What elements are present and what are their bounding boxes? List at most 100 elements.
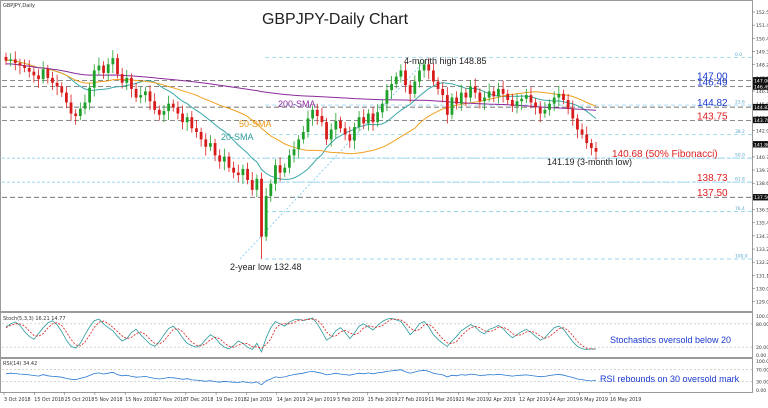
candle-body <box>260 178 263 237</box>
candle-body <box>357 117 361 128</box>
candle-body <box>487 91 491 98</box>
rsi-line <box>5 369 597 386</box>
candle-body <box>195 128 198 132</box>
candle-body <box>320 116 324 123</box>
candle-body <box>366 113 370 124</box>
candle-body <box>241 168 245 176</box>
candle-body <box>594 148 598 152</box>
price-tick-label: 142.920 <box>756 129 768 135</box>
candle-body <box>255 178 259 190</box>
candle-body <box>167 103 170 112</box>
candle-body <box>562 93 565 100</box>
candle-body <box>148 91 152 102</box>
candle-body <box>385 90 389 104</box>
fibonacci-trendline <box>239 57 429 260</box>
candle-body <box>339 120 342 129</box>
date-tick-label: 27 Feb 2019 <box>398 397 428 403</box>
level-label: 140.68 (50% Fibonacci) <box>612 149 718 160</box>
price-tag <box>753 194 768 201</box>
price-tag-label: 143.780 <box>754 118 768 124</box>
candle-body <box>483 97 486 102</box>
date-tick-label: 25 Oct 2018 <box>65 397 95 403</box>
chart-title: GBPJPY-Daily Chart <box>262 11 409 28</box>
candle-body <box>390 84 393 91</box>
rsi-tick-label: 0.00 <box>756 388 766 394</box>
candle-body <box>576 118 579 130</box>
stoch-tick-label: 100.00 <box>756 314 768 320</box>
candle-body <box>399 70 403 77</box>
candle-body <box>134 88 138 98</box>
price-tick-label: 138.640 <box>756 181 768 187</box>
stoch-d-line <box>5 318 596 350</box>
candle-body <box>69 102 73 114</box>
candle-body <box>185 117 189 123</box>
level-label: 138.73 <box>697 173 728 184</box>
candle-body <box>227 156 231 168</box>
price-tick-label: 148.270 <box>756 63 768 69</box>
price-tag-label: 146.490 <box>754 85 768 91</box>
annotation-3-month-low: 141.19 (3-month low) <box>547 157 632 167</box>
candle-body <box>171 103 175 108</box>
candle-body <box>297 139 301 150</box>
candle-body <box>41 69 45 80</box>
candle-body <box>301 132 305 140</box>
rsi-note: RSI rebounds on 30 oversold mark <box>600 374 740 384</box>
candle-body <box>92 70 96 88</box>
label-20-sma: 20-SMA <box>221 132 254 142</box>
candle-body <box>334 120 338 130</box>
candle-body <box>232 167 236 173</box>
annotation-4-month-high: 4-month high 148.85 <box>404 56 487 66</box>
candle-body <box>106 64 110 73</box>
fib-label: 38.2 <box>735 129 745 135</box>
candle-body <box>520 98 524 102</box>
candle-body <box>190 117 194 129</box>
candle-body <box>529 95 533 103</box>
candle-body <box>408 85 412 94</box>
date-tick-label: 15 Oct 2018 <box>34 397 64 403</box>
candle-body <box>394 76 398 84</box>
date-tick-label: 15 Feb 2019 <box>368 397 398 403</box>
price-tick-label: 136.500 <box>756 208 768 214</box>
candle-body <box>436 81 440 89</box>
price-axis: 152.550151.480150.410149.340148.270147.2… <box>752 10 768 306</box>
candle-body <box>250 180 254 190</box>
sma-50-line <box>5 59 597 155</box>
candle-body <box>287 155 291 168</box>
fib-label: 50.0 <box>735 153 745 159</box>
date-tick-label: 2 Jan 2019 <box>246 397 272 403</box>
candle-body <box>278 165 282 173</box>
candle-body <box>585 134 589 144</box>
candle-body <box>311 109 315 119</box>
candle-body <box>51 77 54 83</box>
candle-body <box>418 70 421 82</box>
candle-body <box>459 92 463 104</box>
candle-body <box>213 143 217 156</box>
candle-body <box>292 149 296 156</box>
candle-body <box>162 111 166 115</box>
fib-label: 61.8 <box>735 177 745 183</box>
candle-body <box>60 86 64 93</box>
rsi-tick-label: 30.00 <box>756 379 768 385</box>
candle-body <box>473 86 477 93</box>
rsi-header: RSI(14) 34.42 <box>3 361 37 367</box>
candle-body <box>199 132 203 140</box>
price-tag <box>753 141 768 148</box>
price-tag <box>753 116 768 124</box>
candle-body <box>246 168 249 180</box>
price-tags: 147.001146.490 144.820 143.780 141.802 137.5… <box>753 77 768 201</box>
price-tick-label: 140.780 <box>756 155 768 161</box>
fib-label: 23.6 <box>735 100 745 106</box>
candle-body <box>88 87 92 103</box>
date-tick-label: 16 May 2019 <box>610 397 641 403</box>
stoch-panel-frame <box>0 312 753 358</box>
rsi-tick-label: 70.00 <box>756 368 768 374</box>
price-tick-label: 151.480 <box>756 23 768 29</box>
candle-body <box>32 71 36 76</box>
symbol-label: GBPJPY,Daily <box>3 3 35 9</box>
date-tick-label: 21 Mar 2019 <box>459 397 489 403</box>
stoch-note: Stochastics oversold below 20 <box>610 335 731 345</box>
price-tick-label: 132.220 <box>756 260 768 266</box>
candle-body <box>427 64 431 71</box>
candle-body <box>204 139 208 147</box>
candle-body <box>534 102 537 108</box>
